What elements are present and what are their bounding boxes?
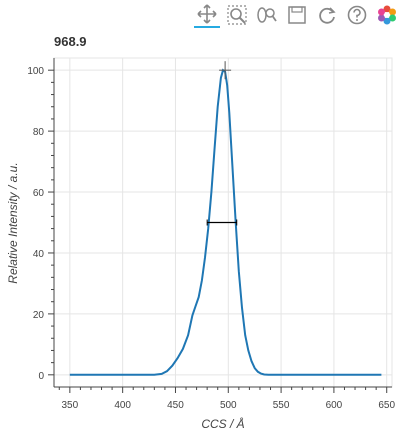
y-axis-label: Relative Intensity / a.u. [6,162,20,283]
chart-title: 968.9 [54,34,87,49]
save-tool-button[interactable] [284,2,310,28]
x-tick-label: 600 [326,400,343,411]
box-zoom-icon [227,5,247,25]
x-tick-label: 400 [114,400,131,411]
x-tick-label: 350 [62,400,79,411]
y-tick-label: 80 [33,127,45,138]
reset-icon [319,7,336,24]
bokeh-logo-button[interactable] [374,2,400,28]
reset-tool-button[interactable] [314,2,340,28]
wheel-zoom-icon [257,7,277,23]
save-icon [288,6,306,24]
pan-tool-button[interactable] [194,2,220,28]
chart-toolbar [190,0,400,30]
x-tick-label: 550 [273,400,290,411]
x-axis-label: CCS / Å [201,416,244,430]
box-zoom-tool-button[interactable] [224,2,250,28]
y-tick-label: 0 [38,371,44,382]
y-tick-label: 40 [33,249,45,260]
y-tick-label: 20 [33,310,45,321]
bokeh-logo-icon [378,5,396,25]
help-icon [347,5,367,25]
x-tick-label: 500 [220,400,237,411]
y-tick-label: 60 [33,188,45,199]
axes: 350 400 450 500 550 600 650 0 20 40 60 80 100 [27,58,395,411]
grid-lines [54,58,392,387]
pan-icon [197,4,217,24]
x-tick-label: 450 [167,400,184,411]
help-tool-button[interactable] [344,2,370,28]
markers [206,61,238,226]
x-tick-label: 650 [378,400,395,411]
y-tick-label: 100 [27,66,44,77]
wheel-zoom-tool-button[interactable] [254,2,280,28]
